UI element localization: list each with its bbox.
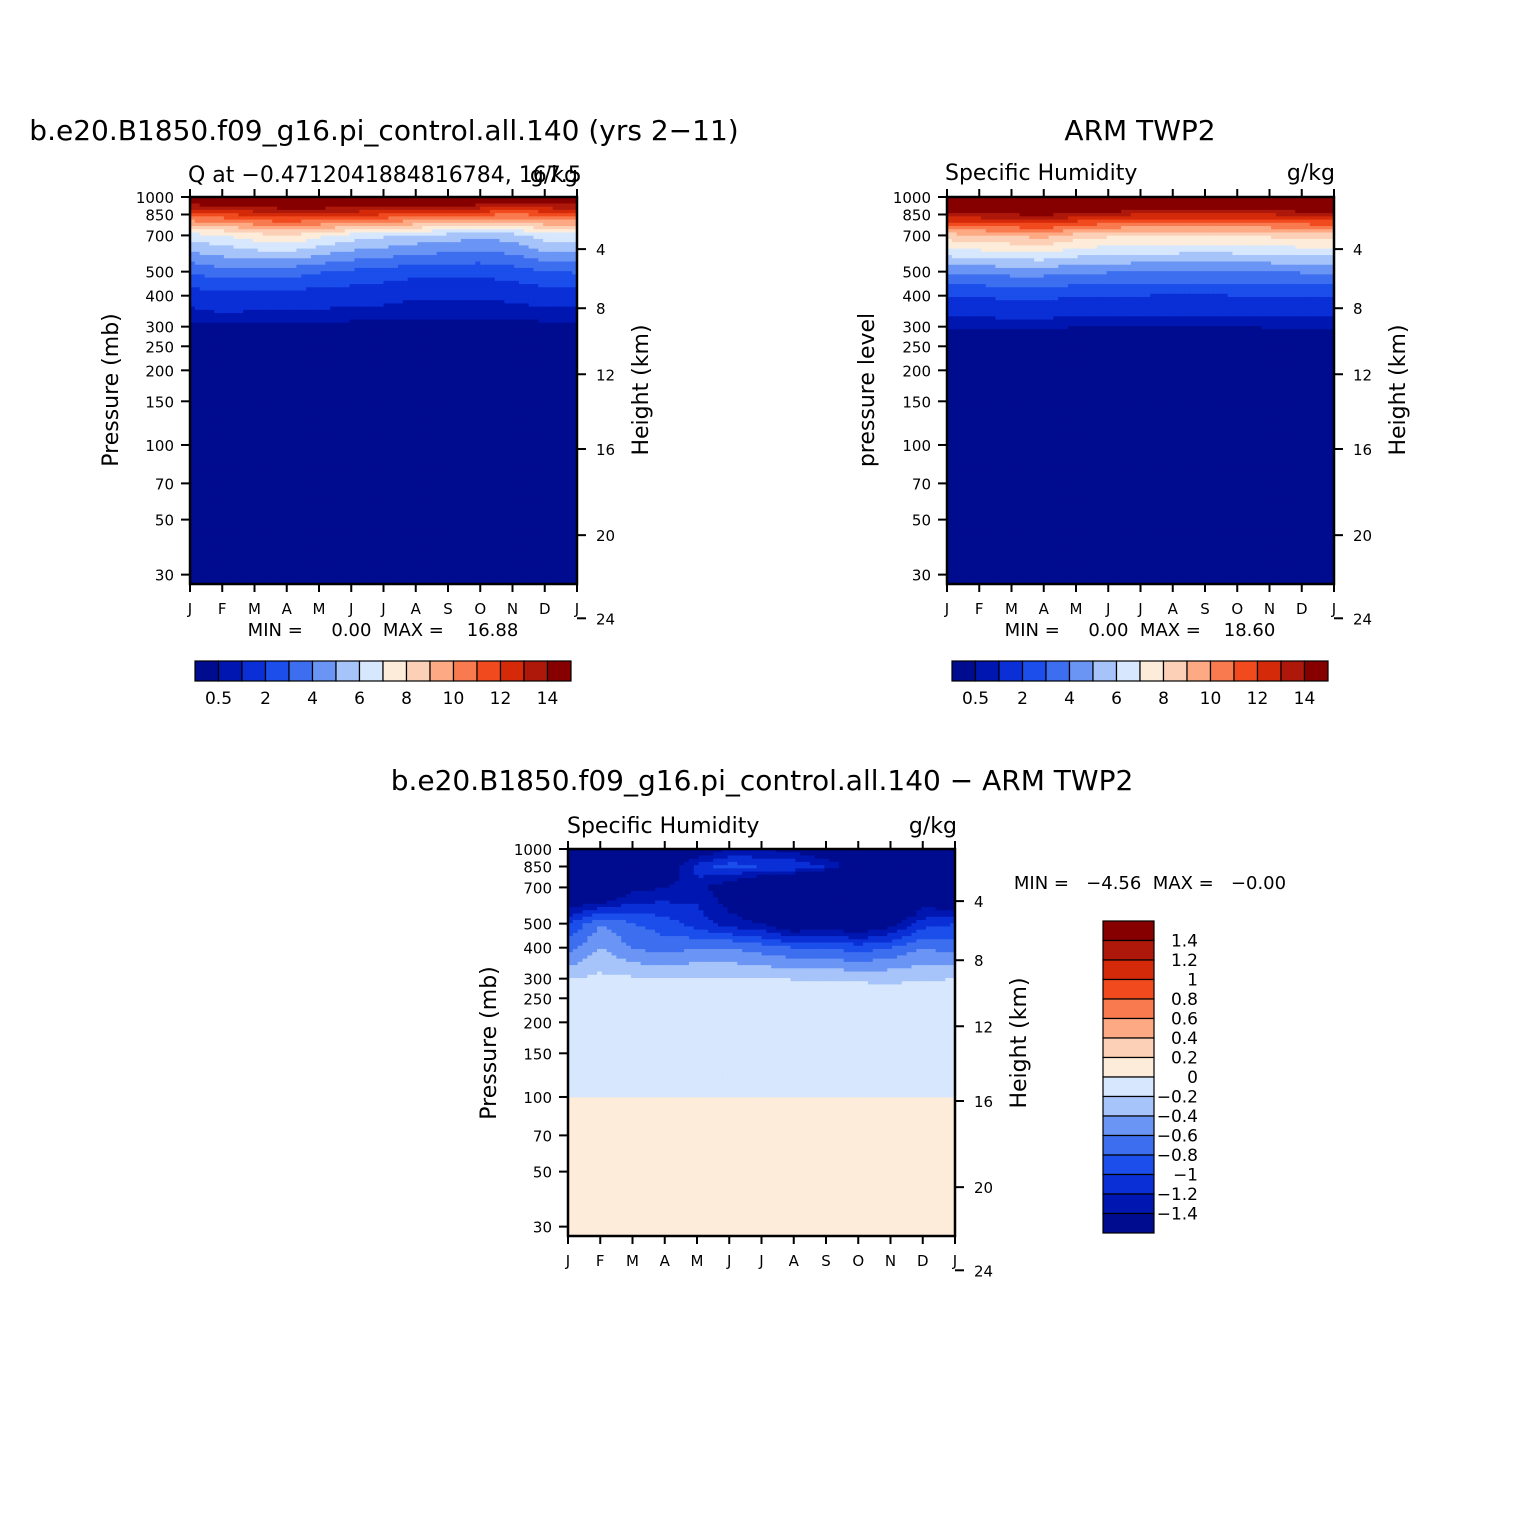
- contour-field: [190, 197, 578, 585]
- panel-model-subtitle-left: Q at −0.4712041884816784, 167.5: [188, 163, 582, 188]
- panel-model-title: b.e20.B1850.f09_g16.pi_control.all.140 (…: [29, 114, 738, 147]
- panel-model-units: g/kg: [530, 163, 578, 188]
- panel-model: b.e20.B1850.f09_g16.pi_control.all.140 (…: [29, 114, 738, 709]
- panel-model-contour-area: J F M A M J J A S O N D J305070100150200250300400500…: [136, 189, 615, 628]
